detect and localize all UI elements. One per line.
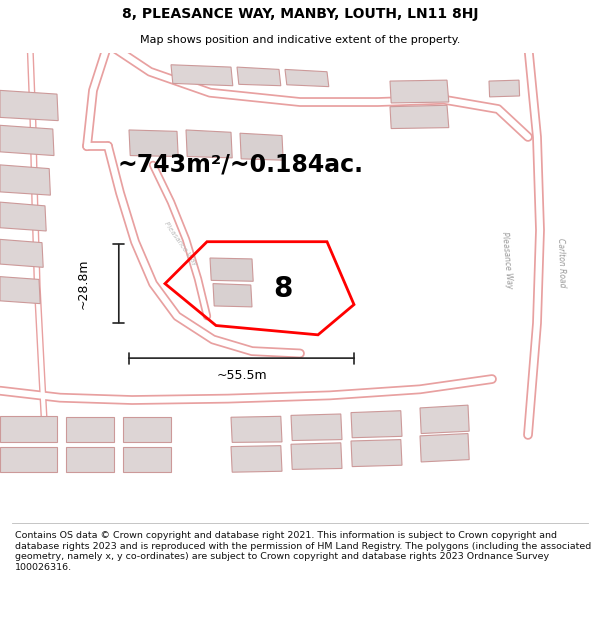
Polygon shape [0,239,43,268]
Text: 8: 8 [273,274,292,302]
Polygon shape [0,447,57,472]
Polygon shape [123,447,171,472]
Text: Contains OS data © Crown copyright and database right 2021. This information is : Contains OS data © Crown copyright and d… [15,531,591,572]
Polygon shape [186,130,232,158]
Polygon shape [129,130,178,156]
Text: Pleasance Way: Pleasance Way [500,231,514,289]
Polygon shape [237,67,281,86]
Polygon shape [231,446,282,472]
Text: ~28.8m: ~28.8m [76,258,89,309]
Text: ~743m²/~0.184ac.: ~743m²/~0.184ac. [117,153,363,177]
Polygon shape [171,65,233,86]
Text: 8, PLEASANCE WAY, MANBY, LOUTH, LN11 8HJ: 8, PLEASANCE WAY, MANBY, LOUTH, LN11 8HJ [122,8,478,21]
Polygon shape [240,133,283,160]
Polygon shape [390,80,449,103]
Polygon shape [0,416,57,442]
Polygon shape [123,418,171,442]
Polygon shape [489,80,520,97]
Polygon shape [291,414,342,441]
Polygon shape [231,416,282,442]
Text: Pleasance Way: Pleasance Way [163,221,197,268]
Polygon shape [0,165,50,195]
Text: Map shows position and indicative extent of the property.: Map shows position and indicative extent… [140,35,460,45]
Polygon shape [351,439,402,467]
Polygon shape [210,258,253,281]
Polygon shape [0,277,40,304]
Polygon shape [291,443,342,469]
Polygon shape [0,125,54,156]
Polygon shape [66,418,114,442]
Text: ~55.5m: ~55.5m [216,369,267,382]
Polygon shape [213,284,252,307]
Polygon shape [0,91,58,121]
Polygon shape [0,202,46,231]
Polygon shape [66,447,114,472]
Polygon shape [390,105,449,129]
Polygon shape [420,405,469,434]
Polygon shape [420,434,469,462]
Polygon shape [351,411,402,437]
Polygon shape [285,69,329,87]
Text: Carlton Road: Carlton Road [556,238,566,288]
